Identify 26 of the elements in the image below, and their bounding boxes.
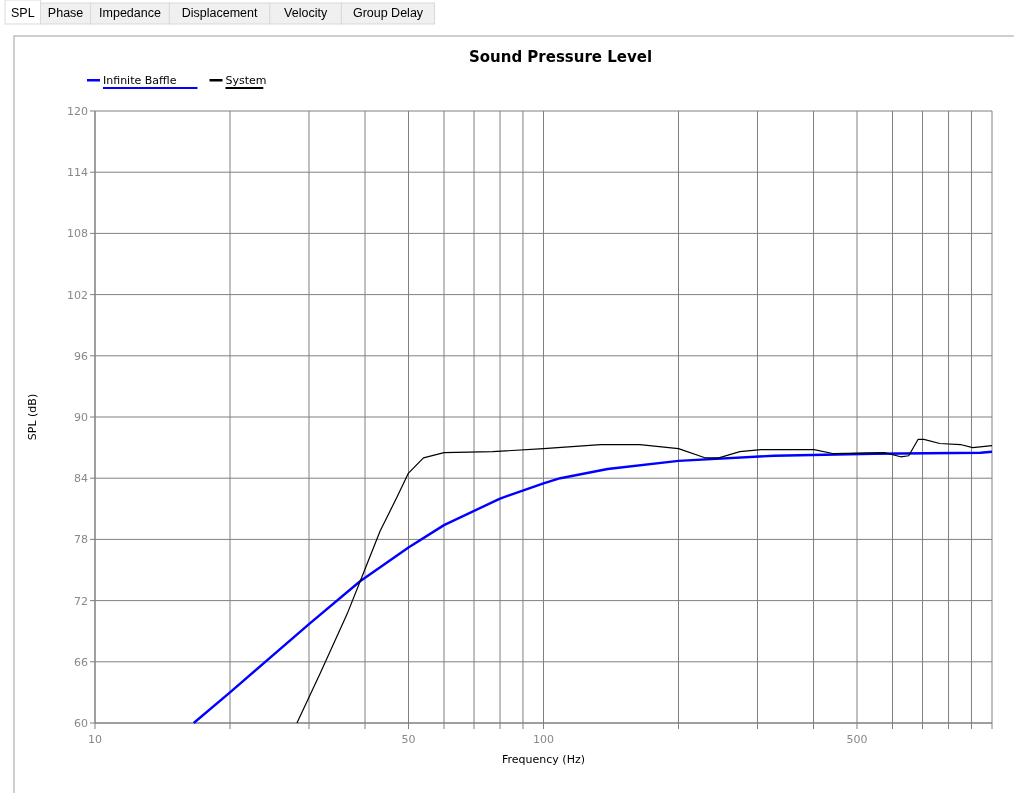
y-tick-label: 96: [74, 349, 88, 363]
y-tick-label: 84: [74, 472, 88, 486]
y-axis-title: SPL (dB): [26, 393, 39, 441]
chart-title: Sound Pressure Level: [468, 48, 653, 66]
text: Velocity: [284, 6, 328, 20]
x-tick-label: 500: [846, 733, 868, 746]
legend-label: Infinite Baffle: [103, 74, 177, 87]
x-tick-label: 100: [533, 733, 554, 746]
y-tick-label: 60: [74, 717, 88, 730]
y-tick-label: 66: [74, 655, 88, 669]
text: Displacement: [181, 6, 258, 20]
y-tick-label: 90: [74, 411, 88, 424]
text: SPL: [10, 6, 35, 20]
y-tick-label: 114: [67, 166, 88, 180]
text: Impedance: [99, 6, 161, 20]
text: Phase: [47, 6, 84, 20]
y-tick-label: 108: [67, 227, 88, 241]
y-tick-label: 102: [67, 288, 88, 302]
legend-label: System: [225, 74, 267, 87]
y-tick-label: 72: [74, 594, 88, 608]
y-tick-label: 120: [67, 105, 88, 118]
x-axis-title: Frequency (Hz): [502, 753, 585, 766]
x-tick-label: 10: [88, 733, 102, 746]
x-tick-label: 50: [401, 733, 416, 746]
text: Group Delay: [352, 6, 424, 20]
y-tick-label: 78: [74, 533, 88, 547]
